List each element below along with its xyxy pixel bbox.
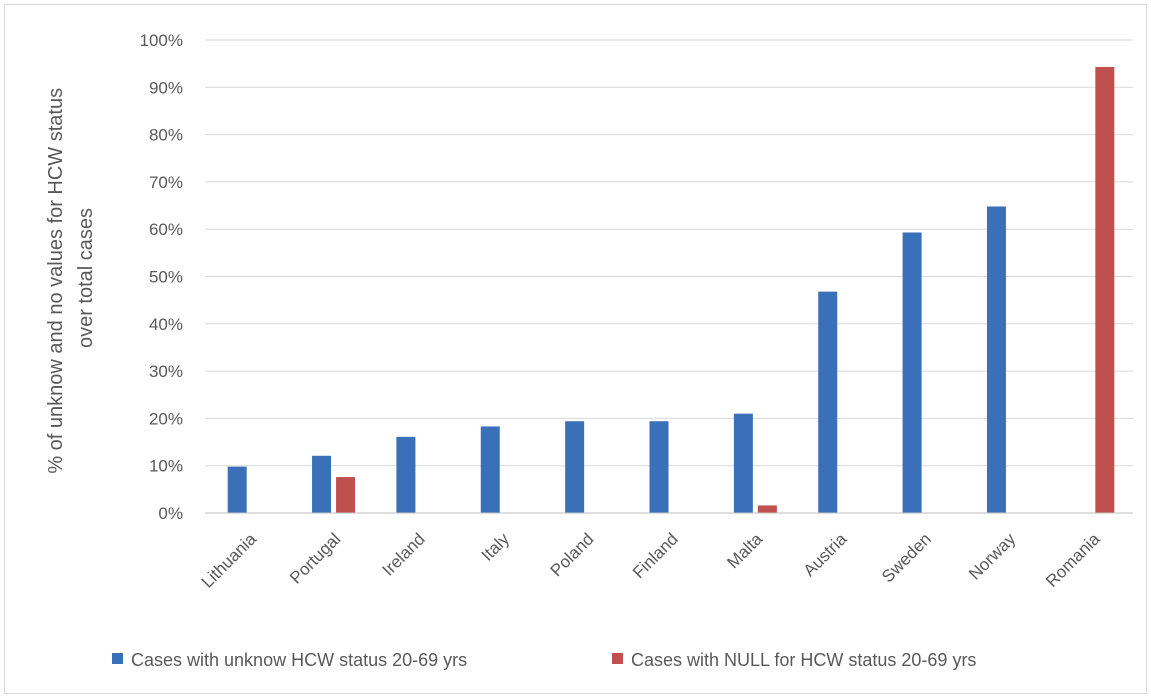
y-tick-label: 90% (149, 78, 183, 97)
gridlines (205, 39, 1133, 467)
x-tick-label-portugal: Portugal (286, 529, 344, 587)
legend-swatch-null (612, 653, 623, 664)
bar-unknown-italy (480, 426, 500, 513)
bar-unknown-finland (649, 421, 669, 513)
bar-unknown-sweden (902, 232, 922, 514)
y-axis-tick-labels: 0% 10% 20% 30% 40% 50% 60% 70% 80% 90% 100% (140, 31, 183, 523)
bar-unknown-norway (986, 206, 1006, 513)
bar-unknown-lithuania (227, 466, 247, 513)
x-tick-label-lithuania: Lithuania (198, 529, 261, 592)
x-tick-label-malta: Malta (723, 529, 766, 572)
x-tick-label-sweden: Sweden (878, 529, 935, 586)
y-tick-label: 100% (140, 31, 183, 50)
legend: Cases with unknow HCW status 20-69 yrs C… (112, 650, 976, 670)
bars (227, 66, 1115, 514)
y-tick-label: 40% (149, 315, 183, 334)
y-tick-label: 30% (149, 362, 183, 381)
y-axis-title-line-1: % of unknow and no values for HCW status (45, 88, 67, 474)
x-axis-category-labels: Lithuania Portugal Ireland Italy Poland Finla… (198, 529, 1104, 592)
x-tick-label-romania: Romania (1042, 529, 1104, 591)
x-tick-label-italy: Italy (478, 529, 514, 565)
chart-frame (4, 4, 1147, 694)
x-tick-label-finland: Finland (629, 529, 682, 582)
y-tick-label: 0% (158, 504, 183, 523)
legend-swatch-unknown (112, 653, 123, 664)
y-tick-label: 80% (149, 126, 183, 145)
bar-null-romania (1095, 66, 1115, 513)
x-tick-label-poland: Poland (547, 529, 598, 580)
x-tick-label-ireland: Ireland (379, 529, 429, 579)
bar-unknown-ireland (396, 436, 416, 513)
legend-label-unknown: Cases with unknow HCW status 20-69 yrs (131, 650, 467, 670)
bar-unknown-portugal (312, 455, 332, 513)
y-axis-title-line-2: over total cases (75, 208, 97, 348)
y-axis-title: % of unknow and no values for HCW status… (45, 82, 97, 473)
bar-unknown-austria (818, 291, 838, 513)
y-tick-label: 70% (149, 173, 183, 192)
x-tick-label-austria: Austria (800, 529, 851, 580)
bar-null-portugal (336, 477, 356, 513)
bar-null-malta (757, 505, 777, 513)
y-tick-label: 50% (149, 268, 183, 287)
x-tick-label-norway: Norway (965, 529, 1020, 584)
y-tick-label: 20% (149, 409, 183, 428)
y-tick-label: 10% (149, 457, 183, 476)
y-tick-label: 60% (149, 220, 183, 239)
legend-label-null: Cases with NULL for HCW status 20-69 yrs (631, 650, 976, 670)
bar-unknown-poland (565, 421, 585, 513)
bar-unknown-malta (733, 413, 753, 513)
